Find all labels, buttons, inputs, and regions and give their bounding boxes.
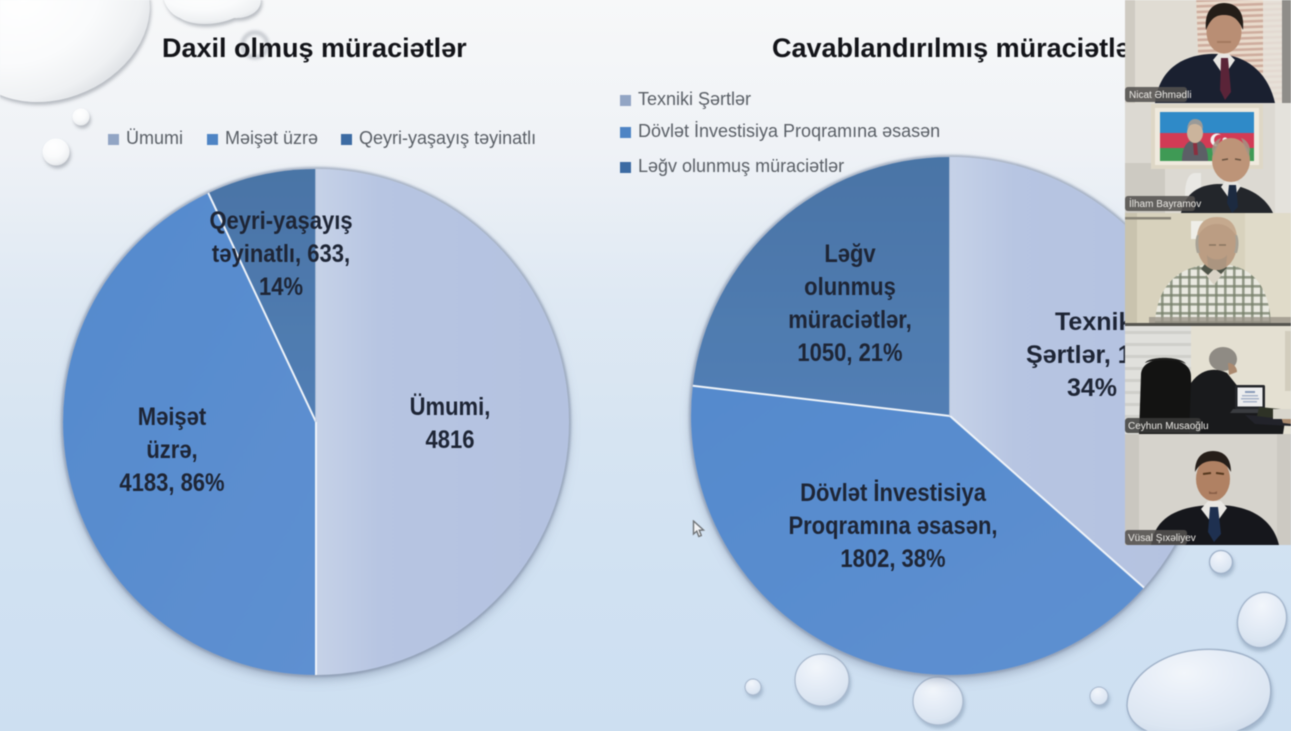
svg-text:Nicat Əhmədli: Nicat Əhmədli [1129,90,1192,101]
svg-text:Vüsal Şıxəliyev: Vüsal Şıxəliyev [1128,533,1196,544]
svg-text:İlham Bayramov: İlham Bayramov [1129,197,1201,210]
svg-text:Ceyhun Musaoğlu: Ceyhun Musaoğlu [1128,421,1209,432]
